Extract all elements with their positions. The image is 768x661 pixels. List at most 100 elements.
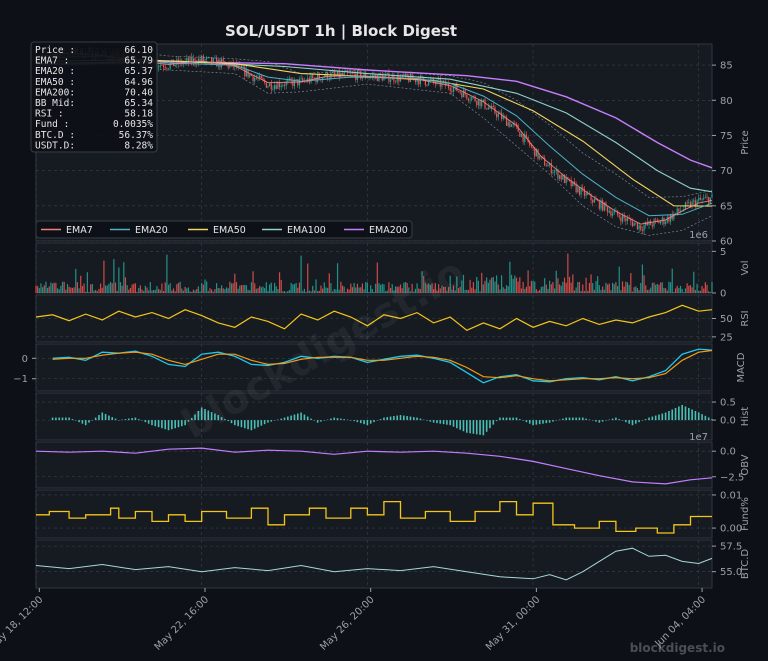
- candle-body: [544, 157, 546, 166]
- hist-bar: [356, 420, 359, 423]
- volume-bar: [65, 289, 67, 293]
- volume-bar: [260, 287, 262, 293]
- panel-fund-frame: [35, 489, 713, 539]
- x-axis: May 18, 12:00 May 22, 16:00 May 26, 20:00 M…: [0, 588, 708, 653]
- hist-bar: [475, 420, 478, 435]
- volume-bar: [272, 290, 274, 293]
- volume-bar: [428, 283, 430, 293]
- candle-body: [278, 82, 281, 88]
- volume-bar: [85, 291, 87, 293]
- candle-body: [651, 224, 653, 227]
- volume-bar: [35, 285, 37, 293]
- volume-bar: [156, 286, 158, 293]
- candle-body: [461, 92, 463, 98]
- ytick-label: 55.0: [720, 567, 742, 578]
- candle-body: [555, 169, 557, 172]
- candle-body: [580, 187, 582, 195]
- candle-body: [477, 99, 479, 106]
- candle-body: [643, 225, 645, 231]
- volume-bar: [487, 282, 489, 293]
- candle-body: [602, 200, 604, 211]
- volume-bar: [681, 288, 683, 293]
- volume-bar: [75, 268, 77, 293]
- candle-body: [650, 221, 652, 225]
- candle-body: [573, 181, 576, 184]
- candle-body: [438, 79, 440, 80]
- hist-bar: [313, 420, 316, 421]
- candle-body: [471, 97, 473, 100]
- volume-bar: [225, 287, 228, 293]
- volume-bar: [411, 283, 413, 293]
- hist-bar: [376, 420, 379, 421]
- volume-bar: [502, 287, 504, 293]
- volume-bar: [466, 289, 468, 293]
- volume-bar: [585, 277, 587, 293]
- hist-bar: [65, 417, 67, 421]
- volume-bar: [578, 281, 581, 293]
- candle-body: [492, 105, 494, 107]
- candle-body: [691, 201, 693, 208]
- volume-bar: [139, 285, 141, 293]
- candle-body: [164, 67, 166, 69]
- candle-body: [431, 78, 433, 80]
- volume-bar: [171, 290, 173, 293]
- funding-line: [36, 500, 712, 534]
- volume-bar: [81, 285, 83, 293]
- hist-bar: [134, 417, 137, 421]
- hist-bar: [505, 417, 508, 421]
- candle-body: [636, 222, 639, 230]
- volume-bar: [529, 286, 531, 293]
- candle-body: [699, 197, 702, 200]
- panel-macd-frame: [35, 343, 713, 392]
- volume-bar: [444, 286, 446, 293]
- ytick-label: 70: [720, 166, 733, 177]
- volume-bar: [663, 287, 665, 293]
- volume-bar: [414, 288, 417, 293]
- hist-bar: [91, 420, 94, 421]
- hist-bar: [320, 420, 322, 422]
- candle-body: [212, 58, 214, 63]
- panel-hist-frame: [35, 392, 713, 441]
- candle-body: [678, 208, 680, 212]
- volume-bar: [590, 274, 592, 293]
- volume-bar: [462, 274, 465, 293]
- candle-body: [366, 77, 368, 79]
- volume-bar: [474, 289, 476, 293]
- candle-body: [454, 84, 456, 88]
- volume-bar: [76, 282, 79, 293]
- candle-body: [698, 197, 700, 201]
- candle-body: [633, 223, 635, 227]
- candle-body: [300, 78, 302, 80]
- candle-body: [423, 76, 425, 81]
- volume-bar: [676, 285, 678, 293]
- volume-bar: [479, 291, 481, 293]
- volume-bar: [93, 290, 95, 293]
- candle-body: [582, 187, 584, 189]
- ytick-label: 0.0: [720, 416, 736, 427]
- candle-body: [610, 211, 612, 216]
- candle-body: [694, 200, 697, 207]
- candle-body: [457, 91, 460, 92]
- hist-bar: [618, 419, 621, 421]
- candle-body: [174, 64, 176, 67]
- hist-bar: [697, 412, 700, 421]
- volume-bar: [484, 280, 486, 293]
- hist-bar: [98, 415, 100, 421]
- candle-body: [158, 66, 160, 68]
- hist-bar: [565, 417, 567, 421]
- candle-body: [676, 208, 678, 213]
- info-label: RSI :: [35, 109, 64, 120]
- hist-bar: [459, 420, 461, 430]
- volume-bar: [693, 271, 695, 293]
- candle-body: [557, 169, 559, 179]
- volume-bar: [621, 281, 624, 293]
- volume-bar: [674, 288, 677, 293]
- ylabel-macd: MACD: [736, 352, 747, 382]
- candle-body: [255, 77, 257, 79]
- candle-body: [285, 81, 287, 86]
- info-label: EMA50 :: [35, 77, 75, 88]
- hist-bar: [542, 420, 544, 424]
- volume-bar: [159, 289, 161, 293]
- panel-btcd-frame: [35, 539, 713, 589]
- hist-bar: [174, 420, 176, 429]
